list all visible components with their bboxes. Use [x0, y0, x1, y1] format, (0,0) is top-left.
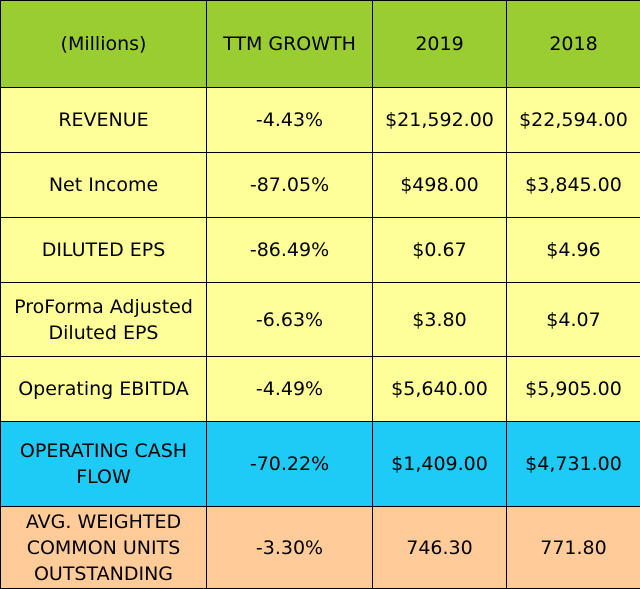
- ttm-growth-cell: -6.63%: [206, 282, 373, 357]
- value-2019-cell: $5,640.00: [372, 356, 507, 422]
- header-millions: (Millions): [0, 0, 207, 88]
- value-2018-cell: $4,731.00: [506, 421, 640, 507]
- value-2018-cell: $5,905.00: [506, 356, 640, 422]
- value-2018-cell: 771.80: [506, 506, 640, 589]
- value-2019-cell: $21,592.00: [372, 87, 507, 153]
- row-label-line: OUTSTANDING: [33, 562, 174, 585]
- table-row-net-income: Net Income -87.05% $498.00 $3,845.00: [0, 152, 640, 218]
- row-label-line: FLOW: [76, 466, 131, 488]
- table-row-operating-cash-flow: OPERATING CASH FLOW -70.22% $1,409.00 $4,…: [0, 421, 640, 507]
- header-row: (Millions) TTM GROWTH 2019 2018: [0, 0, 640, 88]
- table-row-revenue: REVENUE -4.43% $21,592.00 $22,594.00: [0, 87, 640, 153]
- table-row-proforma-eps: ProForma Adjusted Diluted EPS -6.63% $3.8…: [0, 282, 640, 357]
- row-label: DILUTED EPS: [0, 217, 207, 283]
- row-label-line: AVG. WEIGHTED: [25, 510, 182, 533]
- table-row-weighted-units: AVG. WEIGHTED COMMON UNITS OUTSTANDING -3.…: [0, 506, 640, 589]
- row-label: AVG. WEIGHTED COMMON UNITS OUTSTANDING: [0, 506, 207, 589]
- row-label: Operating EBITDA: [0, 356, 207, 422]
- header-ttm-growth: TTM GROWTH: [206, 0, 373, 88]
- ttm-growth-cell: -70.22%: [206, 421, 373, 507]
- row-label: REVENUE: [0, 87, 207, 153]
- row-label: ProForma Adjusted Diluted EPS: [0, 282, 207, 357]
- value-2019-cell: 746.30: [372, 506, 507, 589]
- value-2018-cell: $4.96: [506, 217, 640, 283]
- header-2018: 2018: [506, 0, 640, 88]
- row-label: OPERATING CASH FLOW: [0, 421, 207, 507]
- value-2019-cell: $3.80: [372, 282, 507, 357]
- header-2019: 2019: [372, 0, 507, 88]
- row-label-line: Diluted EPS: [48, 321, 159, 344]
- value-2018-cell: $22,594.00: [506, 87, 640, 153]
- ttm-growth-cell: -4.49%: [206, 356, 373, 422]
- value-2018-cell: $3,845.00: [506, 152, 640, 218]
- ttm-growth-cell: -3.30%: [206, 506, 373, 589]
- row-label-line: COMMON UNITS: [26, 536, 181, 559]
- row-label: Net Income: [0, 152, 207, 218]
- row-label-line: OPERATING CASH: [19, 440, 188, 462]
- ttm-growth-cell: -4.43%: [206, 87, 373, 153]
- value-2019-cell: $1,409.00: [372, 421, 507, 507]
- table-row-operating-ebitda: Operating EBITDA -4.49% $5,640.00 $5,905…: [0, 356, 640, 422]
- row-label-line: ProForma Adjusted: [14, 295, 193, 318]
- value-2019-cell: $498.00: [372, 152, 507, 218]
- value-2018-cell: $4.07: [506, 282, 640, 357]
- value-2019-cell: $0.67: [372, 217, 507, 283]
- ttm-growth-cell: -86.49%: [206, 217, 373, 283]
- ttm-growth-cell: -87.05%: [206, 152, 373, 218]
- table-row-diluted-eps: DILUTED EPS -86.49% $0.67 $4.96: [0, 217, 640, 283]
